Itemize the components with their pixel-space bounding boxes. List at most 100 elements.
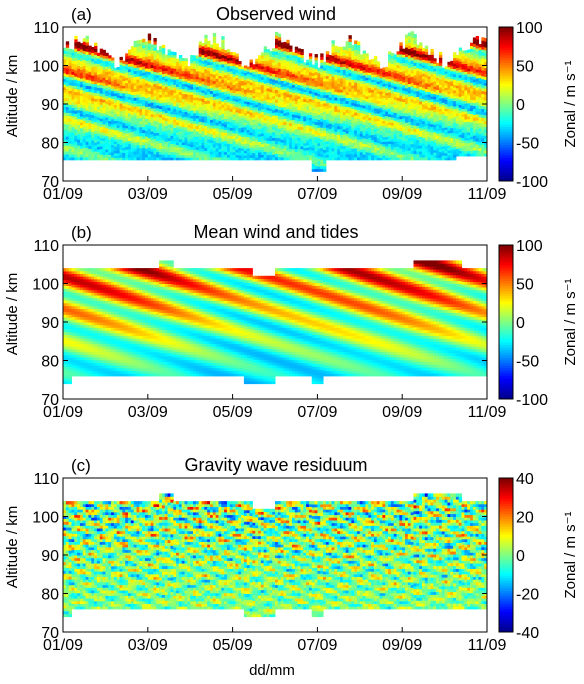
heatmap-cell — [77, 80, 81, 84]
heatmap-cell — [272, 48, 276, 52]
heatmap-cell — [74, 116, 78, 121]
heatmap-cell — [147, 140, 152, 145]
heatmap-cell — [111, 118, 115, 122]
heatmap-cell — [94, 66, 98, 70]
heatmap-cell — [130, 105, 135, 110]
heatmap-cell — [249, 69, 253, 73]
heatmap-cell — [150, 139, 154, 144]
heatmap-cell — [258, 125, 262, 129]
heatmap-cell — [246, 127, 251, 130]
heatmap-cell — [63, 123, 67, 127]
heatmap-cell — [167, 154, 171, 158]
heatmap-cell — [91, 52, 95, 56]
heatmap-cell — [212, 102, 217, 107]
heatmap-cell — [88, 114, 92, 118]
heatmap-cell — [187, 68, 191, 72]
heatmap-cell — [74, 54, 78, 59]
heatmap-cell — [212, 121, 217, 126]
heatmap-cell — [184, 116, 188, 120]
heatmap-cell — [99, 109, 104, 114]
heatmap-cell — [68, 143, 72, 147]
heatmap-cell — [170, 62, 174, 66]
heatmap-cell — [269, 118, 273, 123]
heatmap-cell — [153, 83, 157, 88]
heatmap-cell — [128, 157, 132, 161]
heatmap-cell — [176, 132, 180, 136]
heatmap-cell — [246, 82, 251, 86]
heatmap-cell — [130, 117, 135, 121]
heatmap-cell — [207, 106, 211, 110]
heatmap-cell — [283, 127, 287, 131]
heatmap-cell — [128, 85, 132, 89]
heatmap-cell — [170, 97, 174, 101]
heatmap-cell — [77, 44, 81, 49]
heatmap-cell — [79, 60, 84, 65]
heatmap-cell — [232, 122, 236, 126]
heatmap-cell — [156, 126, 160, 131]
heatmap-cell — [291, 114, 296, 118]
heatmap-cell — [272, 76, 276, 80]
heatmap-cell — [252, 109, 256, 113]
heatmap-cell — [173, 116, 177, 120]
heatmap-cell — [119, 128, 123, 133]
heatmap-cell — [241, 148, 245, 151]
heatmap-cell — [190, 99, 194, 103]
heatmap-cell — [209, 84, 214, 89]
heatmap-cell — [187, 94, 191, 98]
heatmap-cell — [91, 128, 95, 133]
heatmap-cell — [224, 118, 228, 122]
heatmap-cell — [201, 156, 205, 161]
heatmap-cell — [229, 95, 234, 99]
heatmap-cell — [286, 132, 290, 137]
heatmap-cell — [173, 68, 177, 72]
heatmap-cell — [96, 66, 101, 70]
heatmap-cell — [153, 101, 157, 106]
heatmap-cell — [147, 65, 152, 69]
heatmap-cell — [119, 149, 123, 153]
heatmap-cell — [164, 133, 169, 137]
heatmap-cell — [133, 79, 137, 83]
heatmap-cell — [102, 132, 106, 136]
heatmap-cell — [77, 127, 81, 131]
heatmap-cell — [113, 83, 118, 87]
heatmap-cell — [226, 154, 231, 158]
heatmap-cell — [116, 101, 121, 105]
heatmap-cell — [241, 124, 245, 128]
heatmap-cell — [241, 131, 245, 135]
heatmap-cell — [207, 130, 211, 134]
heatmap-cell — [178, 107, 183, 111]
heatmap-cell — [283, 74, 287, 78]
heatmap-cell — [198, 88, 203, 93]
heatmap-cell — [294, 100, 299, 104]
heatmap-cell — [71, 49, 75, 53]
heatmap-cell — [108, 84, 112, 88]
heatmap-cell — [63, 109, 67, 113]
heatmap-cell — [167, 54, 171, 59]
heatmap-cell — [294, 89, 299, 93]
heatmap-cell — [111, 85, 115, 89]
heatmap-cell — [125, 117, 129, 121]
heatmap-cell — [82, 126, 87, 130]
heatmap-cell — [204, 62, 208, 67]
heatmap-cell — [128, 88, 132, 92]
heatmap-cell — [181, 80, 186, 84]
heatmap-cell — [71, 65, 75, 70]
heatmap-cell — [238, 61, 242, 65]
heatmap-cell — [82, 59, 87, 64]
heatmap-cell — [91, 58, 95, 62]
heatmap-cell — [198, 124, 203, 128]
heatmap-cell — [266, 85, 270, 89]
heatmap-cell — [195, 136, 200, 140]
heatmap-cell — [176, 124, 180, 128]
heatmap-cell — [130, 85, 135, 90]
heatmap-cell — [122, 97, 126, 101]
heatmap-cell — [130, 114, 135, 118]
heatmap-cell — [399, 42, 403, 46]
heatmap-cell — [272, 65, 276, 69]
heatmap-cell — [133, 139, 137, 143]
heatmap-cell — [119, 152, 123, 156]
heatmap-cell — [181, 124, 186, 128]
heatmap-cell — [113, 88, 118, 92]
heatmap-cell — [255, 116, 259, 120]
heatmap-cell — [243, 112, 248, 116]
